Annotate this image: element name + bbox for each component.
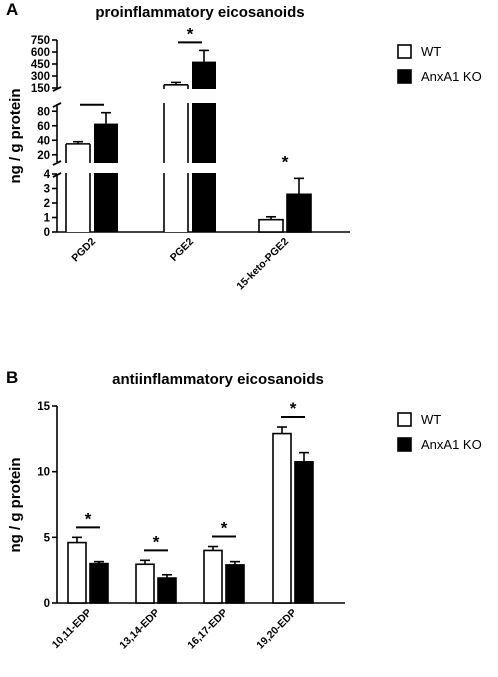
panel-b-y-tick-label: 10 [37, 467, 50, 479]
panel-a-title: proinflammatory eicosanoids [95, 4, 304, 21]
panel-b-bar [294, 461, 314, 604]
panel-b-letter: B [6, 368, 18, 387]
panel-a-y-tick-label: 80 [37, 106, 50, 118]
panel-b-bar [67, 541, 87, 604]
panel-a-y-tick-label: 4 [44, 169, 51, 181]
panel-a-legend-label-wt: WT [421, 44, 441, 59]
panel-b-significance-star: * [85, 509, 92, 528]
panel-a-y-tick-label: 300 [31, 71, 50, 83]
panel-a-bar [94, 123, 118, 232]
panel-b-category-label: 10,11-EDP [50, 607, 94, 651]
panel-a-bar [286, 193, 312, 233]
panel-a-letter: A [6, 0, 18, 19]
panel-b-bar [89, 562, 109, 604]
panel-a-bar [258, 218, 284, 233]
panel-a-y-tick-label: 60 [37, 121, 50, 133]
panel-b-bar [157, 577, 177, 604]
panel-a-category-label: PGE2 [168, 236, 196, 264]
panel-a-y-tick-label: 150 [31, 83, 50, 95]
panel-a-y-tick-label: 40 [37, 135, 50, 147]
panel-b-significance-star: * [290, 399, 297, 418]
panel-b-y-tick-label: 5 [44, 532, 51, 544]
panel-a-legend-label-ko: AnxA1 KO [421, 69, 482, 84]
panel-a-y-tick-label: 600 [31, 47, 50, 59]
panel-a-legend-swatch-ko [397, 69, 412, 84]
panel-a-legend-swatch-wt [397, 44, 412, 59]
panel-b-y-tick-label: 0 [44, 598, 50, 610]
panel-a-axis-break-mark [52, 172, 62, 178]
panel-b-legend-label-ko: AnxA1 KO [421, 437, 482, 452]
panel-a-category-label: PGD2 [69, 236, 98, 265]
panel-b-legend-label-wt: WT [421, 412, 441, 427]
panel-a-significance-star: * [282, 152, 289, 171]
panel-a-y-tick-label: 450 [31, 59, 50, 71]
panel-b-category-label: 13,14-EDP [117, 607, 162, 652]
panel-b-bar [225, 564, 245, 604]
panel-a-y-tick-label: 20 [37, 150, 50, 162]
panel-a-break-gap [62, 89, 352, 103]
panel-b-significance-star: * [153, 532, 160, 551]
panel-b-bar [272, 432, 292, 604]
panel-a-axis-break-mark [52, 102, 62, 108]
panel-a-y-tick-label: 0 [44, 227, 50, 239]
panel-a-y-tick-label: 3 [44, 184, 50, 196]
panel-b-bar [135, 563, 155, 604]
panel-b-legend-swatch-ko [397, 437, 412, 452]
panel-a-bar [192, 61, 216, 232]
panel-a-axis-break-mark [52, 86, 62, 92]
panel-a-significance-star: * [187, 24, 194, 43]
panel-b-significance-star: * [221, 519, 228, 538]
panel-a-y-tick-label: 2 [44, 198, 50, 210]
panel-a-y-axis-label: ng / g protein [7, 89, 24, 184]
panel-a-category-label: 15-keto-PGE2 [234, 236, 291, 293]
panel-a-bar [164, 84, 188, 232]
panel-a-bar [66, 143, 90, 232]
panel-b-y-axis-label: ng / g protein [7, 458, 24, 553]
panel-a-axis-break-mark [52, 160, 62, 166]
panel-b-category-label: 16,17-EDP [185, 607, 230, 652]
panel-b-title: antiinflammatory eicosanoids [112, 371, 324, 388]
panel-b-bar [203, 549, 223, 604]
panel-b-category-label: 19,20-EDP [254, 607, 299, 652]
panel-b-legend-swatch-wt [397, 412, 412, 427]
panel-a-y-tick-label: 750 [31, 35, 50, 47]
panel-a-break-gap [62, 163, 352, 173]
panel-b-y-tick-label: 15 [37, 401, 50, 413]
panel-a-y-tick-label: 1 [44, 213, 51, 225]
